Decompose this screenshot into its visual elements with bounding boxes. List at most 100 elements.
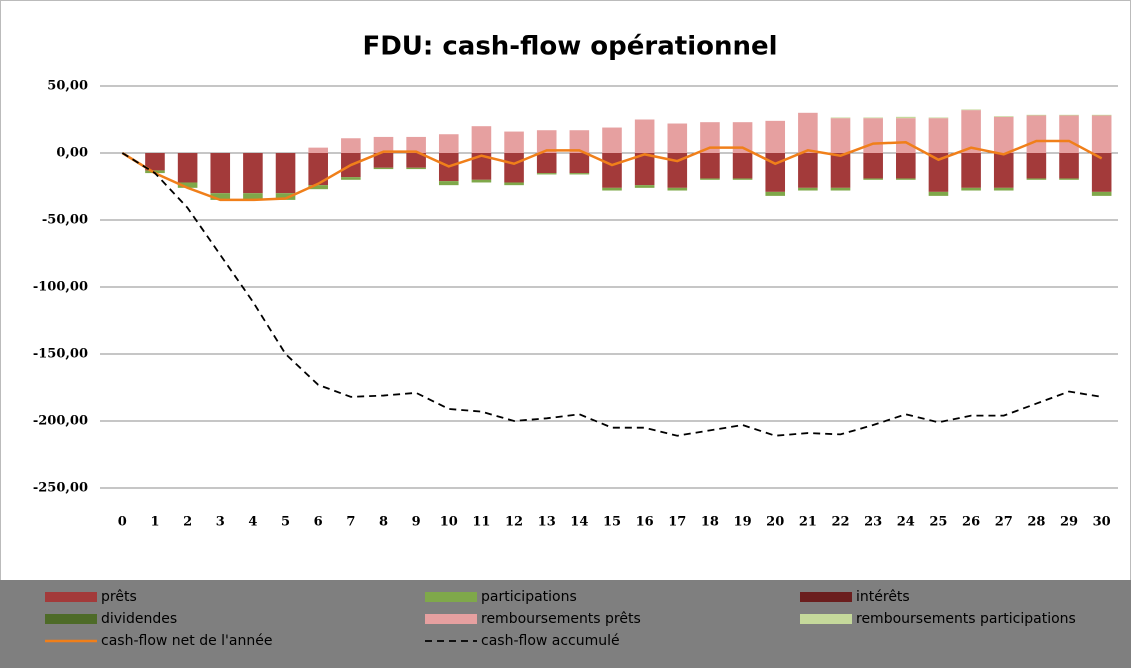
bar-segment (406, 167, 426, 170)
legend-swatch (800, 592, 852, 602)
y-tick-label: -250,00 (33, 481, 88, 496)
bar-segment (634, 185, 655, 188)
x-tick-label: 17 (668, 515, 686, 530)
bar-segment (993, 187, 1014, 191)
legend-label: participations (481, 589, 577, 605)
x-tick-label: 19 (734, 515, 752, 530)
bar-segment (373, 136, 394, 153)
x-tick-label: 24 (897, 515, 915, 530)
bar-segment (243, 153, 263, 194)
bar-segment (863, 178, 883, 180)
y-tick-label: -150,00 (33, 347, 88, 362)
bar-segment (798, 112, 818, 153)
legend-label: cash-flow accumulé (481, 633, 620, 649)
y-tick-label: 50,00 (47, 79, 88, 94)
bar-segment (1059, 114, 1079, 116)
bar-segment (145, 153, 165, 171)
bar-segment (1059, 115, 1079, 153)
chart-title: FDU: cash-flow opérationnel (362, 32, 777, 62)
bar-segment (667, 187, 688, 191)
legend-label: remboursements prêts (481, 611, 641, 627)
bar-segment (993, 116, 1014, 153)
bar-segment (602, 187, 622, 191)
bar-segment (732, 153, 753, 179)
bar-segment (341, 177, 361, 180)
x-tick-label: 15 (603, 515, 621, 530)
bar-segment (275, 193, 296, 200)
x-tick-label: 10 (440, 515, 458, 530)
bar-segment (1091, 115, 1112, 153)
legend-swatch (425, 614, 477, 624)
bar-segment (471, 126, 492, 153)
bar-segment (634, 153, 655, 186)
legend-label: cash-flow net de l'année (101, 633, 272, 649)
bar-segment (1026, 115, 1047, 153)
bar-segment (602, 127, 622, 153)
x-tick-label: 9 (412, 515, 421, 530)
x-tick-label: 26 (962, 515, 980, 530)
y-tick-label: -200,00 (33, 414, 88, 429)
bar-segment (1059, 178, 1079, 180)
bar-segment (536, 153, 557, 174)
bar-segment (700, 178, 720, 180)
bar-segment (569, 173, 590, 175)
bar-segment (700, 153, 720, 179)
bar-segment (1026, 153, 1047, 179)
bar-segment (177, 153, 198, 183)
x-tick-label: 5 (281, 515, 290, 530)
line-series (121, 139, 1103, 202)
bar-segment (863, 117, 883, 119)
bar-segment (504, 153, 524, 183)
bar-segment (928, 118, 949, 153)
x-tick-label: 6 (314, 515, 323, 530)
x-tick-label: 21 (799, 515, 817, 530)
bar-segment (308, 147, 328, 153)
bar-segment (928, 117, 949, 119)
x-tick-label: 3 (216, 515, 225, 530)
y-tick-label: -100,00 (33, 280, 88, 295)
x-tick-label: 23 (864, 515, 882, 530)
bar-segment (896, 116, 916, 119)
bar-segment (438, 134, 459, 153)
y-tick-label: 0,00 (56, 146, 88, 161)
x-tick-label: 0 (118, 515, 127, 530)
bar-segment (863, 118, 883, 153)
bar-segment (373, 153, 394, 168)
bar-segment (341, 138, 361, 153)
bar-segment (1026, 114, 1047, 116)
bar-segment (961, 187, 981, 191)
bar-segment (667, 123, 688, 153)
bar-segment (504, 182, 524, 186)
legend-label: dividendes (101, 611, 177, 627)
x-tick-label: 7 (346, 515, 355, 530)
bar-segment (308, 153, 328, 186)
bar-segment (275, 153, 296, 194)
bar-segment (928, 191, 949, 196)
bar-segment (732, 178, 753, 180)
bar-segment (993, 153, 1014, 188)
x-tick-label: 29 (1060, 515, 1078, 530)
bar-segment (438, 181, 459, 186)
x-tick-label: 14 (570, 515, 588, 530)
bar-segment (406, 136, 426, 153)
bar-segment (896, 118, 916, 153)
bar-segment (830, 118, 851, 153)
bar-segment (798, 187, 818, 191)
bar-segment (765, 191, 786, 196)
bar-segment (536, 173, 557, 175)
bar-segment (569, 153, 590, 174)
x-tick-label: 16 (636, 515, 654, 530)
y-tick-label: -50,00 (42, 213, 88, 228)
legend-label: intérêts (856, 589, 910, 605)
bar-segment (700, 122, 720, 153)
bar-segment (798, 153, 818, 188)
bar-segment (406, 153, 426, 168)
bar-segment (504, 131, 524, 153)
bar-segment (961, 110, 981, 153)
bar-segment (471, 179, 492, 183)
bar-segment (471, 153, 492, 180)
x-tick-label: 12 (505, 515, 523, 530)
bar-segment (536, 130, 557, 153)
